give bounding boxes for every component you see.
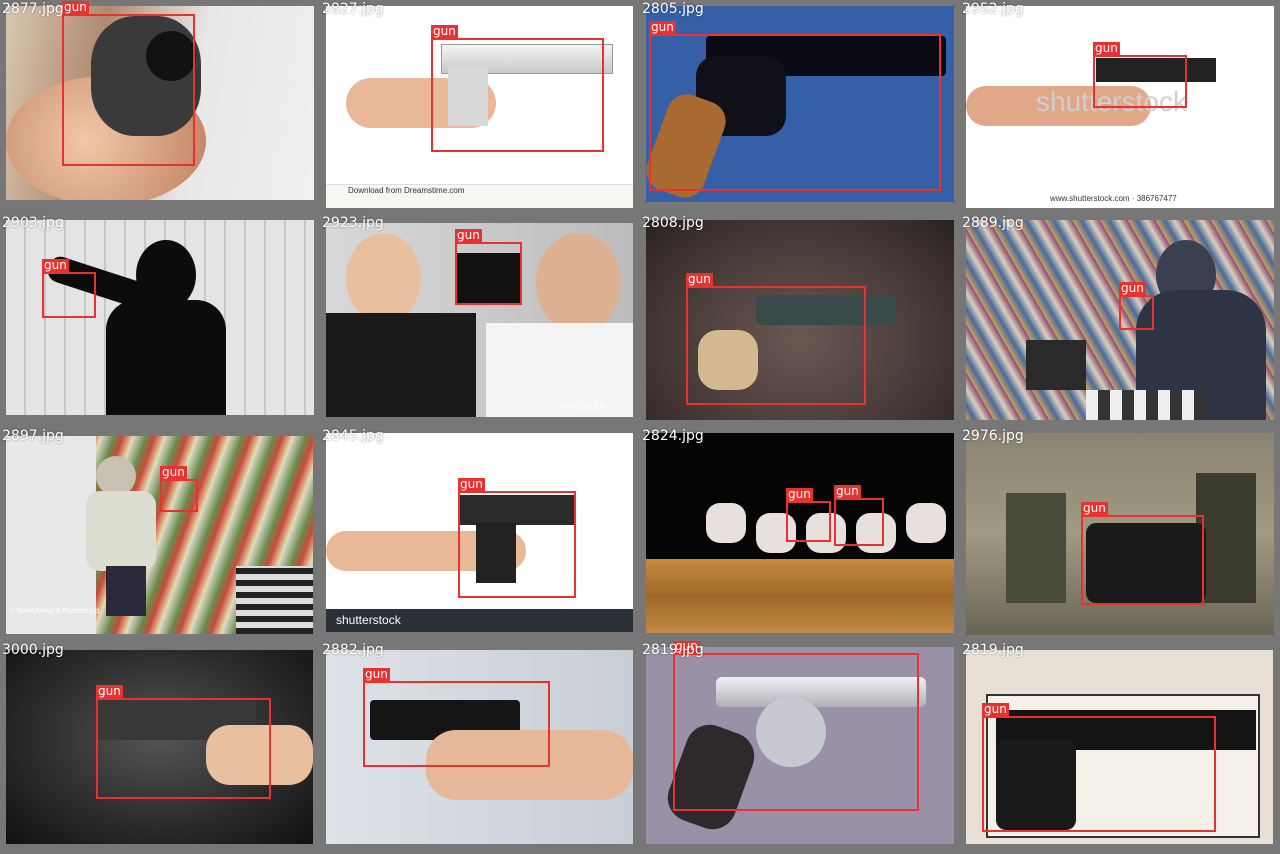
gun-bounding-box: gun (673, 640, 919, 811)
image-filename: 3000.jpg (2, 641, 64, 658)
gun-bounding-box: gun (455, 228, 522, 305)
image-filename: 2897.jpg (2, 428, 64, 444)
gun-bounding-box: gun (363, 667, 550, 767)
photo-2877 (6, 6, 314, 200)
gun-bounding-box: gun (431, 25, 604, 152)
image-filename: 2923.jpg (322, 214, 384, 231)
image-tile[interactable]: Download from Dreamstime.com gun 2827.jp… (320, 0, 640, 214)
image-tile[interactable]: © North News & Pictures Ltd gun 2897.jpg (0, 427, 320, 641)
image-filename: 2805.jpg (642, 1, 704, 17)
photo-3000 (6, 649, 313, 844)
photo-2808 (646, 219, 954, 420)
photo-2889 (966, 219, 1274, 420)
bbox-label: gun (834, 484, 861, 499)
bbox-label: gun (1081, 501, 1108, 516)
bbox-label: gun (62, 0, 89, 15)
gun-bounding-box: gun (96, 684, 271, 799)
gun-bounding-box: gun (458, 478, 576, 598)
gun-bounding-box: gun (62, 1, 195, 166)
bbox-label: gun (786, 487, 813, 502)
photo-2923 (326, 222, 633, 417)
image-filename: 2827.jpg (322, 1, 384, 17)
image-tile[interactable]: gun 2805.jpg (640, 0, 960, 214)
dreamstime-watermark: Download from Dreamstime.com (348, 186, 465, 195)
wikigeek-watermark: wikiGEEK (562, 400, 607, 412)
gun-bounding-box: gun (686, 272, 866, 405)
image-tile[interactable]: wikiGEEK gun 2923.jpg (320, 213, 640, 427)
image-tile[interactable]: gun gun 2824.jpg (640, 427, 960, 641)
image-tile[interactable]: gun 2889.jpg (960, 213, 1280, 427)
bbox-label: gun (42, 257, 69, 273)
photo-2824 (646, 433, 954, 633)
bbox-label: gun (455, 227, 482, 243)
gun-bounding-box: gun (1081, 502, 1204, 605)
image-filename: 2903.jpg (2, 214, 64, 231)
image-filename: 2877.jpg (2, 1, 64, 17)
bbox-label: gun (982, 701, 1009, 717)
bbox-label: gun (1093, 41, 1120, 56)
gun-bounding-box: gun (834, 485, 884, 546)
gun-bounding-box: gun (160, 466, 198, 512)
image-tile[interactable]: gun 2819.jpg (960, 640, 1280, 854)
bbox-label: gun (431, 24, 458, 39)
shutterstock-watermark: shutterstock (1036, 86, 1187, 117)
bbox-label: gun (686, 271, 713, 287)
bbox-label: gun (1119, 280, 1146, 296)
bbox-label: gun (673, 640, 700, 654)
image-filename: 2882.jpg (322, 641, 384, 658)
image-filename: 2976.jpg (962, 428, 1024, 444)
gun-bounding-box: gun (1093, 42, 1187, 108)
image-tile[interactable]: gun 2882.jpg (320, 640, 640, 854)
image-filename: 2889.jpg (962, 214, 1024, 231)
image-tile[interactable]: gun 2819.jpg (640, 640, 960, 854)
image-tile[interactable]: gun 2808.jpg (640, 213, 960, 427)
gun-bounding-box: gun (786, 488, 831, 542)
gun-bounding-box: gun (1119, 281, 1154, 330)
photo-2903 (6, 219, 314, 415)
bbox-label: gun (649, 20, 676, 35)
image-filename: 2952.jpg (962, 1, 1024, 17)
gun-bounding-box: gun (649, 21, 941, 191)
photo-2805 (646, 6, 954, 202)
image-tile[interactable]: gun 2976.jpg (960, 427, 1280, 641)
photo-2897 (6, 436, 313, 634)
image-tile[interactable]: shutterstock gun 2845.jpg (320, 427, 640, 641)
image-tile[interactable]: shutterstock www.shutterstock.com · 3867… (960, 0, 1280, 214)
bbox-label: gun (96, 683, 123, 699)
image-filename: 2808.jpg (642, 214, 704, 231)
image-filename: 2819.jpg (962, 641, 1024, 658)
gun-bounding-box: gun (42, 258, 96, 318)
bbox-label: gun (363, 666, 390, 682)
image-tile[interactable]: gun 2903.jpg (0, 213, 320, 427)
image-tile[interactable]: gun 2877.jpg (0, 0, 320, 214)
photo-2845 (326, 433, 633, 632)
photo-2819a (646, 646, 954, 844)
shutterstock-url: www.shutterstock.com · 386767477 (1050, 194, 1177, 203)
image-tile[interactable]: gun 3000.jpg (0, 640, 320, 854)
image-filename: 2845.jpg (322, 428, 384, 444)
photo-2976 (966, 433, 1274, 635)
shutterstock-watermark: shutterstock (336, 613, 401, 627)
north-news-watermark: © North News & Pictures Ltd (10, 608, 100, 615)
image-filename: 2819.jpg (642, 641, 704, 658)
gun-bounding-box: gun (982, 702, 1216, 832)
image-filename: 2824.jpg (642, 428, 704, 444)
bbox-label: gun (458, 477, 485, 492)
bbox-label: gun (160, 465, 187, 480)
